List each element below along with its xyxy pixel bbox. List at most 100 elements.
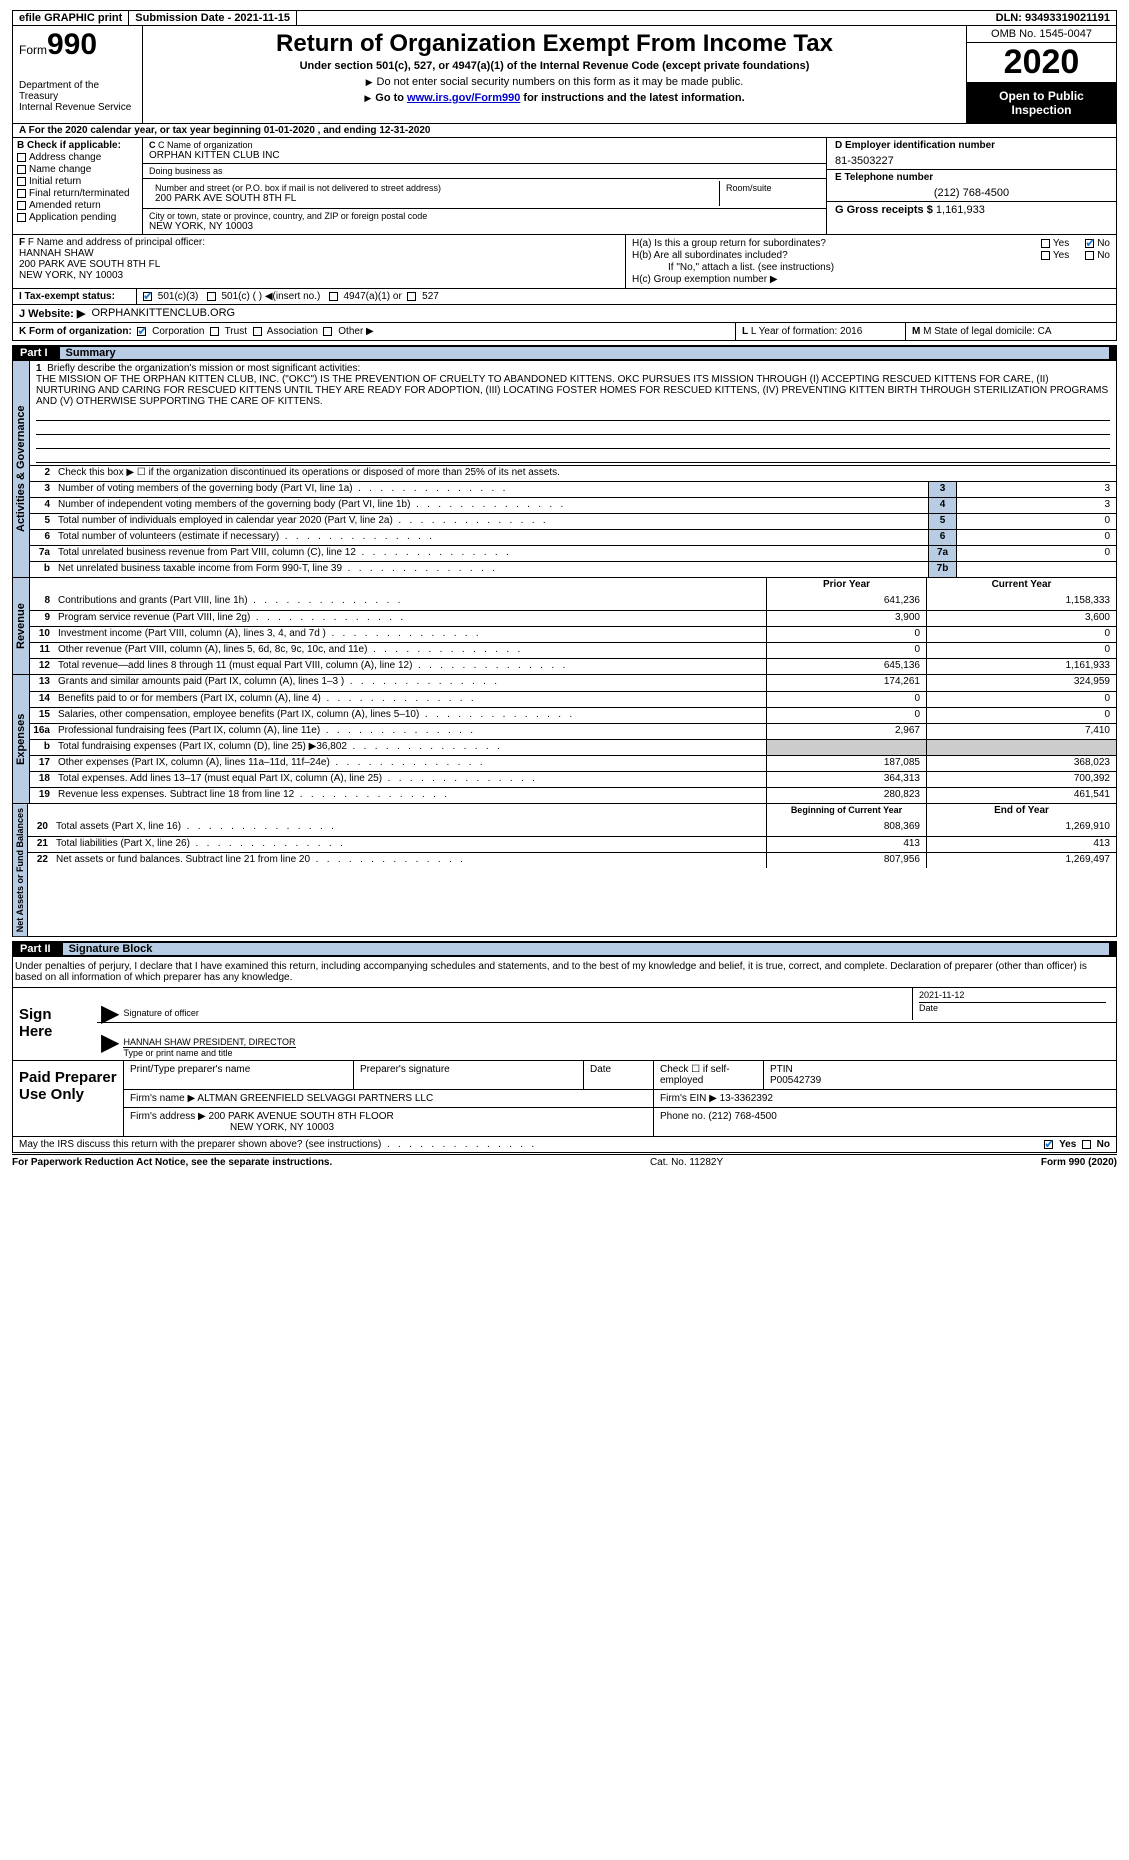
line-2: Check this box ▶ ☐ if the organization d… bbox=[54, 466, 1116, 481]
cb-hb-no[interactable] bbox=[1085, 251, 1094, 260]
tax-year: 2020 bbox=[967, 43, 1116, 83]
top-bar: efile GRAPHIC print Submission Date - 20… bbox=[12, 10, 1117, 25]
submission-date: Submission Date - 2021-11-15 bbox=[129, 11, 297, 25]
cb-may-yes[interactable] bbox=[1044, 1140, 1053, 1149]
line-3: Number of voting members of the governin… bbox=[54, 482, 928, 497]
cb-assoc[interactable] bbox=[253, 327, 262, 336]
table-row: 16aProfessional fundraising fees (Part I… bbox=[30, 723, 1116, 739]
form-subtitle: Under section 501(c), 527, or 4947(a)(1)… bbox=[151, 60, 958, 72]
firm-phone: (212) 768-4500 bbox=[708, 1111, 776, 1122]
line-6: Total number of volunteers (estimate if … bbox=[54, 530, 928, 545]
cb-corp[interactable] bbox=[137, 327, 146, 336]
prior-year-hdr: Prior Year bbox=[766, 578, 926, 594]
box-h: H(a) Is this a group return for subordin… bbox=[626, 235, 1116, 288]
part-2-header: Part IISignature Block bbox=[12, 941, 1117, 957]
line-7a: Total unrelated business revenue from Pa… bbox=[54, 546, 928, 561]
firm-ein: 13-3362392 bbox=[720, 1093, 773, 1104]
box-c-city: City or town, state or province, country… bbox=[143, 209, 826, 234]
table-row: 13Grants and similar amounts paid (Part … bbox=[30, 675, 1116, 691]
cb-initial-return[interactable] bbox=[17, 177, 26, 186]
self-employed-lbl: Check ☐ if self-employed bbox=[653, 1061, 763, 1089]
cb-may-no[interactable] bbox=[1082, 1140, 1091, 1149]
revenue-section: Revenue Prior YearCurrent Year 8Contribu… bbox=[12, 578, 1117, 675]
cb-app-pending[interactable] bbox=[17, 213, 26, 222]
form-number: Form990 bbox=[19, 28, 136, 62]
name-arrow-icon: ▶ bbox=[101, 1037, 119, 1058]
vlabel-expenses: Expenses bbox=[13, 675, 30, 803]
table-row: 20Total assets (Part X, line 16)808,3691… bbox=[28, 820, 1116, 836]
table-row: 17Other expenses (Part IX, column (A), l… bbox=[30, 755, 1116, 771]
omb-number: OMB No. 1545-0047 bbox=[967, 26, 1116, 43]
signature-label: Signature of officer bbox=[123, 1008, 198, 1018]
goto-note: Go to www.irs.gov/Form990 for instructio… bbox=[151, 92, 958, 104]
cb-501c3[interactable] bbox=[143, 292, 152, 301]
table-row: 8Contributions and grants (Part VIII, li… bbox=[30, 594, 1116, 610]
firm-name: ALTMAN GREENFIELD SELVAGGI PARTNERS LLC bbox=[197, 1093, 433, 1104]
box-f-officer: F F Name and address of principal office… bbox=[13, 235, 626, 288]
line-7b: Net unrelated business taxable income fr… bbox=[54, 562, 928, 577]
cb-ha-no[interactable] bbox=[1085, 239, 1094, 248]
form-header: Form990 Department of the Treasury Inter… bbox=[12, 25, 1117, 124]
year-formation: L Year of formation: 2016 bbox=[751, 326, 862, 337]
table-row: bTotal fundraising expenses (Part IX, co… bbox=[30, 739, 1116, 755]
ptin: P00542739 bbox=[770, 1075, 821, 1086]
cb-amended[interactable] bbox=[17, 201, 26, 210]
box-d-ein: D Employer identification number 81-3503… bbox=[827, 138, 1116, 170]
box-b-checkboxes: B Check if applicable: Address change Na… bbox=[13, 138, 143, 234]
current-year-hdr: Current Year bbox=[926, 578, 1116, 594]
box-c-address: Number and street (or P.O. box if mail i… bbox=[143, 179, 826, 209]
box-c-dba: Doing business as bbox=[143, 164, 826, 179]
vlabel-governance: Activities & Governance bbox=[13, 361, 30, 577]
net-assets-section: Net Assets or Fund Balances Beginning of… bbox=[12, 804, 1117, 937]
cb-trust[interactable] bbox=[210, 327, 219, 336]
cb-501c[interactable] bbox=[207, 292, 216, 301]
cb-hb-yes[interactable] bbox=[1041, 251, 1050, 260]
may-discuss-row: May the IRS discuss this return with the… bbox=[12, 1137, 1117, 1153]
table-row: 9Program service revenue (Part VIII, lin… bbox=[30, 610, 1116, 626]
vlabel-net: Net Assets or Fund Balances bbox=[13, 804, 28, 936]
box-e-phone: E Telephone number (212) 768-4500 bbox=[827, 170, 1116, 202]
preparer-name-lbl: Print/Type preparer's name bbox=[123, 1061, 353, 1089]
table-row: 19Revenue less expenses. Subtract line 1… bbox=[30, 787, 1116, 803]
cb-ha-yes[interactable] bbox=[1041, 239, 1050, 248]
table-row: 18Total expenses. Add lines 13–17 (must … bbox=[30, 771, 1116, 787]
page-footer: For Paperwork Reduction Act Notice, see … bbox=[12, 1154, 1117, 1170]
table-row: 14Benefits paid to or for members (Part … bbox=[30, 691, 1116, 707]
cb-4947[interactable] bbox=[329, 292, 338, 301]
box-g-receipts: G Gross receipts $ 1,161,933 bbox=[827, 202, 1116, 218]
activities-governance-section: Activities & Governance 1 Briefly descri… bbox=[12, 361, 1117, 578]
beg-year-hdr: Beginning of Current Year bbox=[766, 804, 926, 820]
cb-final-return[interactable] bbox=[17, 189, 26, 198]
irs-link[interactable]: www.irs.gov/Form990 bbox=[407, 92, 520, 104]
efile-label: efile GRAPHIC print bbox=[13, 11, 129, 25]
ssn-note: Do not enter social security numbers on … bbox=[151, 76, 958, 88]
row-k-org-form: K Form of organization: Corporation Trus… bbox=[12, 323, 1117, 341]
mission-text: THE MISSION OF THE ORPHAN KITTEN CLUB, I… bbox=[36, 374, 1108, 407]
cb-527[interactable] bbox=[407, 292, 416, 301]
table-row: 21Total liabilities (Part X, line 26)413… bbox=[28, 836, 1116, 852]
perjury-statement: Under penalties of perjury, I declare th… bbox=[12, 957, 1117, 988]
signature-date: 2021-11-12 bbox=[919, 990, 1106, 1000]
row-j-website: J Website: ▶ ORPHANKITTENCLUB.ORG bbox=[12, 305, 1117, 323]
box-c-name: C C Name of organization ORPHAN KITTEN C… bbox=[143, 138, 826, 164]
vlabel-revenue: Revenue bbox=[13, 578, 30, 674]
cb-name-change[interactable] bbox=[17, 165, 26, 174]
open-to-public: Open to Public Inspection bbox=[967, 83, 1116, 123]
line-5: Total number of individuals employed in … bbox=[54, 514, 928, 529]
preparer-sig-lbl: Preparer's signature bbox=[353, 1061, 583, 1089]
row-a-tax-year: A For the 2020 calendar year, or tax yea… bbox=[12, 124, 1117, 138]
department: Department of the Treasury Internal Reve… bbox=[19, 80, 136, 113]
state-domicile: M State of legal domicile: CA bbox=[923, 326, 1051, 337]
sign-here-block: Sign Here ▶ Signature of officer 2021-11… bbox=[12, 988, 1117, 1061]
cb-address-change[interactable] bbox=[17, 153, 26, 162]
table-row: 15Salaries, other compensation, employee… bbox=[30, 707, 1116, 723]
cb-other[interactable] bbox=[323, 327, 332, 336]
mission-label: Briefly describe the organization's miss… bbox=[47, 363, 360, 374]
table-row: 22Net assets or fund balances. Subtract … bbox=[28, 852, 1116, 868]
form-title: Return of Organization Exempt From Incom… bbox=[151, 30, 958, 58]
paid-preparer-block: Paid Preparer Use Only Print/Type prepar… bbox=[12, 1061, 1117, 1137]
dln: DLN: 93493319021191 bbox=[990, 11, 1116, 25]
firm-address: 200 PARK AVENUE SOUTH 8TH FLOOR bbox=[209, 1111, 394, 1122]
officer-name: HANNAH SHAW PRESIDENT, DIRECTOR bbox=[123, 1037, 295, 1048]
end-year-hdr: End of Year bbox=[926, 804, 1116, 820]
